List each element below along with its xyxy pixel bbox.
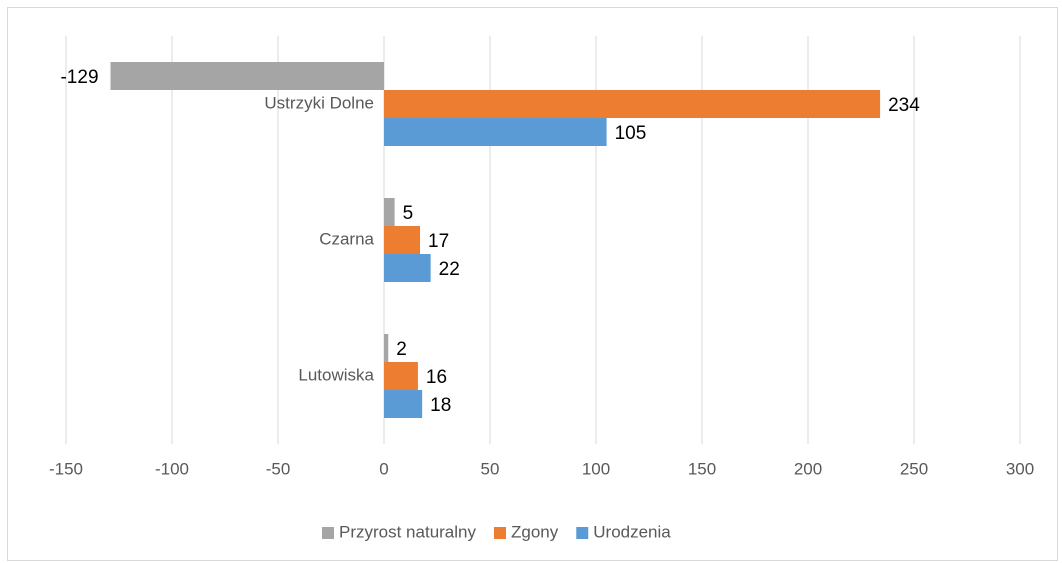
data-label: 22 [439,259,460,280]
legend-label: Zgony [511,522,559,541]
x-tick-label: 150 [688,459,716,478]
category-label: Ustrzyki Dolne [264,93,374,112]
x-tick-label: -150 [49,459,83,478]
x-tick-label: 50 [481,459,500,478]
legend-swatch [322,527,334,539]
legend-swatch [494,527,506,539]
x-tick-label: 100 [582,459,610,478]
data-label: 234 [888,95,920,116]
legend-label: Urodzenia [593,522,671,541]
bar [384,118,607,146]
x-tick-label: -50 [266,459,291,478]
data-label: -129 [60,67,98,88]
data-label: 17 [428,231,449,252]
legend-swatch [576,527,589,539]
data-label: 16 [426,367,447,388]
bar [384,226,421,254]
x-tick-label: 0 [379,459,388,478]
bar [384,362,418,390]
bar [384,390,423,418]
x-tick-label: 200 [794,459,822,478]
data-label: 105 [615,123,647,144]
data-label: 5 [403,203,414,224]
bar [384,254,431,282]
category-label: Czarna [319,229,374,248]
x-tick-label: -100 [155,459,189,478]
bar [384,90,881,118]
bar [384,334,389,362]
category-label: Lutowiska [298,365,374,384]
data-label: 2 [396,339,407,360]
bar [384,198,395,226]
x-tick-label: 250 [900,459,928,478]
x-tick-label: 300 [1006,459,1034,478]
legend-label: Przyrost naturalny [339,522,476,541]
data-label: 18 [430,395,451,416]
bar [110,62,385,90]
